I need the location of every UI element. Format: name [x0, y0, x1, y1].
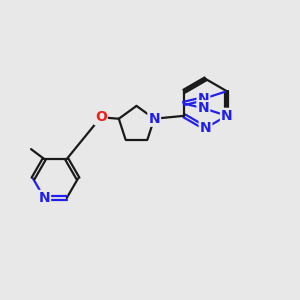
Text: N: N — [221, 109, 232, 123]
Text: N: N — [148, 112, 160, 126]
Text: O: O — [95, 110, 107, 124]
Text: N: N — [200, 121, 211, 135]
Text: N: N — [38, 191, 50, 205]
Text: N: N — [198, 92, 209, 106]
Text: N: N — [198, 101, 209, 115]
